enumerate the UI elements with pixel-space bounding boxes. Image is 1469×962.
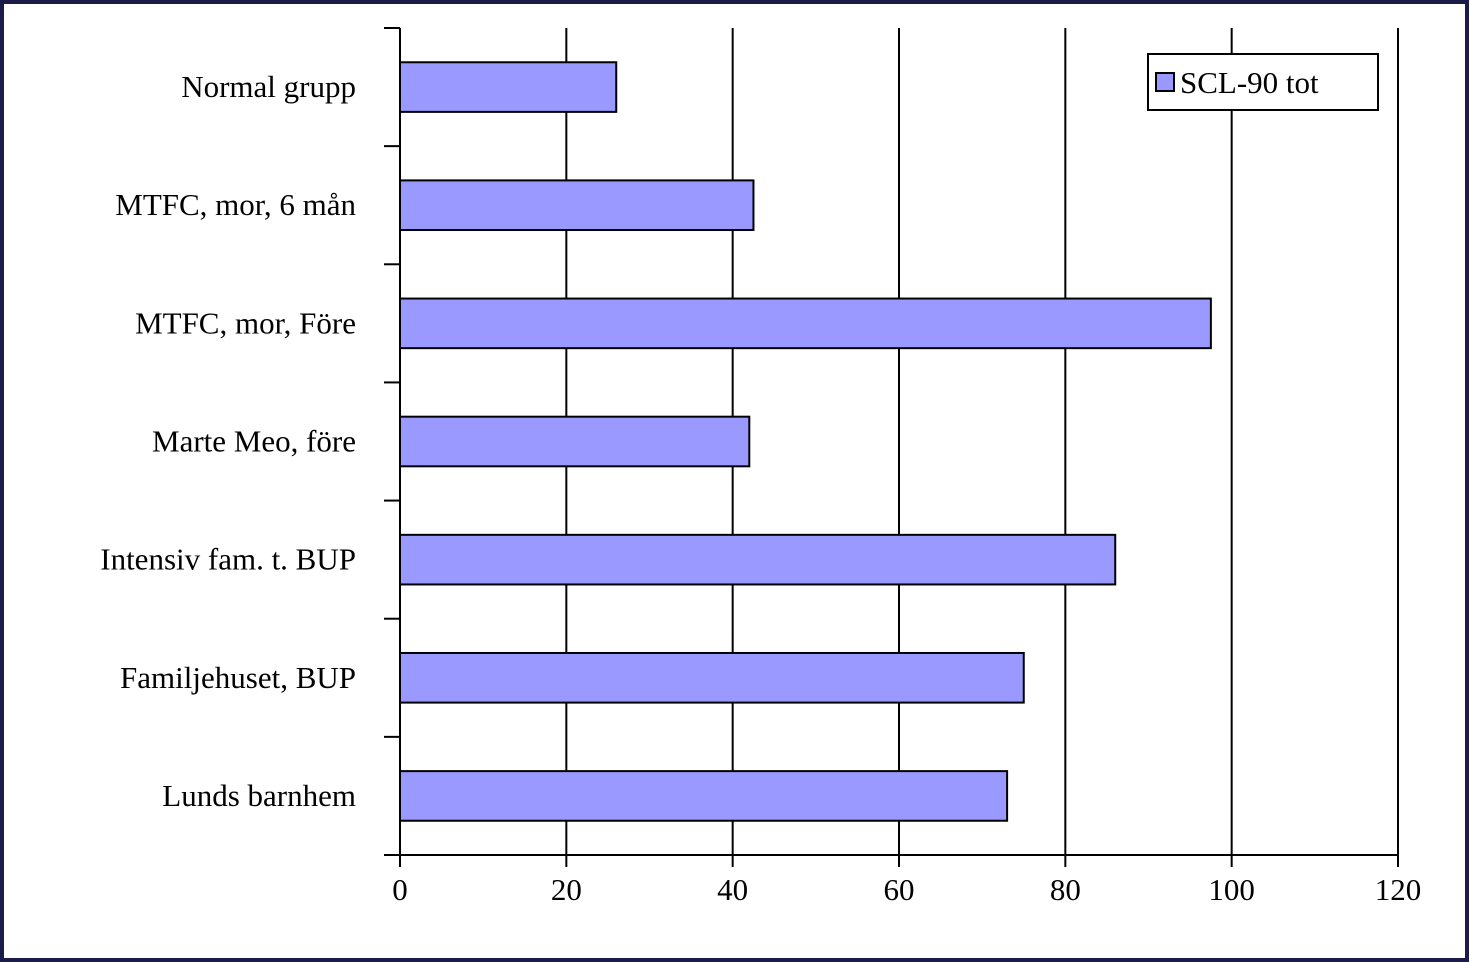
category-label: Marte Meo, före xyxy=(152,424,356,459)
x-tick-label: 0 xyxy=(392,872,408,907)
bar xyxy=(400,653,1024,703)
category-label: Familjehuset, BUP xyxy=(120,660,356,695)
x-tick-label: 120 xyxy=(1375,872,1422,907)
bar xyxy=(400,771,1007,821)
bar xyxy=(400,62,616,112)
x-tick-label: 80 xyxy=(1050,872,1081,907)
legend-swatch xyxy=(1156,73,1174,91)
bar xyxy=(400,180,753,230)
x-tick-label: 40 xyxy=(717,872,748,907)
category-label: Intensiv fam. t. BUP xyxy=(100,542,356,577)
bar xyxy=(400,535,1115,585)
x-tick-label: 60 xyxy=(884,872,915,907)
category-label: Lunds barnhem xyxy=(162,778,356,813)
category-label: MTFC, mor, 6 mån xyxy=(115,187,356,222)
bar xyxy=(400,299,1211,349)
category-label: MTFC, mor, Före xyxy=(135,305,356,340)
category-label: Normal grupp xyxy=(181,69,356,104)
x-tick-label: 100 xyxy=(1208,872,1255,907)
x-tick-label: 20 xyxy=(551,872,582,907)
legend-label: SCL-90 tot xyxy=(1180,65,1319,100)
bar xyxy=(400,417,749,467)
